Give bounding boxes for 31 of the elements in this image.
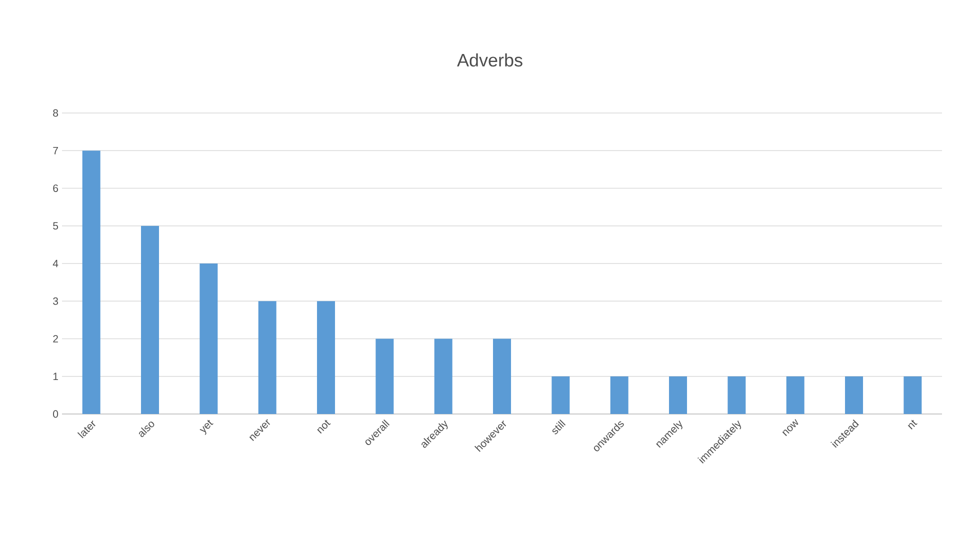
x-tick-label: now	[782, 419, 798, 436]
bar	[610, 376, 628, 414]
y-tick-label: 1	[53, 372, 58, 380]
bar	[728, 376, 746, 414]
bar	[552, 376, 570, 414]
x-tick-label: also	[138, 422, 154, 438]
bar	[141, 226, 160, 414]
bar	[493, 338, 512, 414]
bar	[200, 264, 218, 414]
bar	[317, 301, 336, 414]
y-tick-label: 5	[53, 222, 58, 230]
y-tick-label: 3	[53, 297, 58, 305]
bar	[786, 376, 804, 414]
bar	[258, 301, 276, 414]
y-tick-label: 6	[53, 184, 58, 192]
chart-title: Adverbs	[457, 53, 522, 67]
bar	[434, 338, 452, 414]
y-tick-label: 4	[52, 260, 58, 268]
bar	[904, 376, 922, 414]
y-tick-label: 2	[53, 335, 58, 342]
x-tick-label: nt	[908, 420, 918, 430]
x-tick-label: still	[552, 419, 566, 434]
x-tick-label: not	[317, 420, 331, 434]
x-tick-label: yet	[200, 420, 214, 435]
y-tick-label: 7	[53, 147, 58, 154]
bar	[845, 376, 864, 414]
y-tick-label: 8	[53, 109, 58, 117]
bar	[82, 150, 100, 414]
bar	[669, 376, 688, 414]
bar	[376, 338, 394, 414]
y-tick-label: 0	[53, 410, 58, 418]
